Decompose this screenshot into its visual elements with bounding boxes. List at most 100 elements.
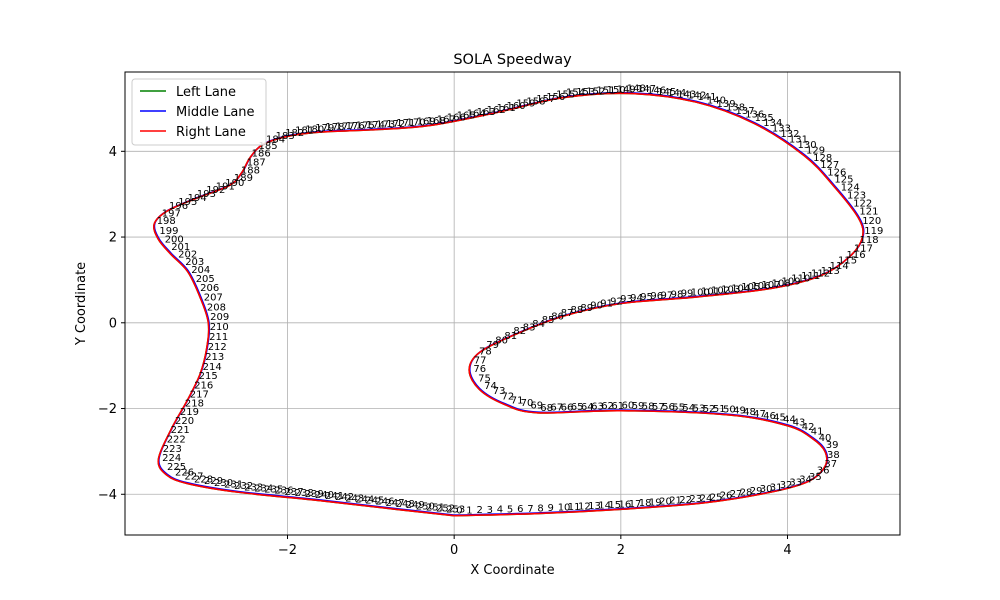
waypoint-label: 209 <box>210 312 229 323</box>
waypoint-label: 48 <box>743 407 756 418</box>
waypoint-label: 20 <box>659 497 672 508</box>
waypoint-label: 171 <box>396 118 415 129</box>
y-tick-label: −4 <box>98 488 117 503</box>
waypoint-label: 8 <box>537 504 543 515</box>
waypoint-label: 67 <box>550 403 563 414</box>
waypoint-label: 145 <box>657 87 676 98</box>
waypoint-label: 177 <box>336 122 355 133</box>
waypoint-labels: 0 1 2 3 4 5 6 7 8 9 101112131415161718192021222324… <box>157 84 884 517</box>
waypoint-label: 246 <box>375 497 394 508</box>
waypoint-label: 212 <box>208 342 227 353</box>
waypoint-label: 221 <box>171 425 190 436</box>
waypoint-label: 138 <box>726 102 745 113</box>
lane-lines <box>153 91 865 517</box>
waypoint-label: 144 <box>667 88 686 99</box>
waypoint-label: 173 <box>376 120 395 131</box>
waypoint-label: 189 <box>234 173 253 184</box>
waypoint-label: 251 <box>426 502 445 513</box>
waypoint-label: 193 <box>197 189 216 200</box>
waypoint-label: 168 <box>427 116 446 127</box>
waypoint-label: 241 <box>325 491 344 502</box>
waypoint-label: 88 <box>571 305 584 316</box>
waypoint-label: 160 <box>507 101 526 112</box>
waypoint-label: 252 <box>436 504 455 515</box>
waypoint-label: 155 <box>556 90 575 101</box>
waypoint-label: 131 <box>789 135 808 146</box>
waypoint-label: 47 <box>753 409 766 420</box>
waypoint-label: 228 <box>194 474 213 485</box>
waypoint-label: 46 <box>763 411 776 422</box>
waypoint-label: 10 <box>558 503 571 514</box>
waypoint-label: 41 <box>811 427 824 438</box>
waypoint-label: 113 <box>821 266 840 277</box>
waypoint-label: 117 <box>854 243 873 254</box>
waypoint-label: 243 <box>345 493 364 504</box>
waypoint-label: 132 <box>780 129 799 140</box>
waypoint-label: 106 <box>751 281 770 292</box>
waypoint-label: 33 <box>789 477 802 488</box>
waypoint-label: 234 <box>254 484 273 495</box>
waypoint-label: 69 <box>530 401 543 412</box>
waypoint-label: 29 <box>750 486 763 497</box>
waypoint-label: 225 <box>167 462 186 473</box>
waypoint-label: 184 <box>266 134 285 145</box>
legend-box <box>131 78 267 146</box>
waypoint-label: 112 <box>811 269 830 280</box>
waypoint-label: 253 <box>446 505 465 516</box>
waypoint-label: 232 <box>234 481 253 492</box>
waypoint-label: 14 <box>598 501 611 512</box>
waypoint-label: 56 <box>662 402 675 413</box>
legend: Left Lane Middle Lane Right Lane <box>131 78 267 146</box>
waypoint-label: 34 <box>799 475 812 486</box>
waypoint-label: 208 <box>207 302 226 313</box>
waypoint-label: 214 <box>203 362 222 373</box>
waypoint-label: 200 <box>165 234 184 245</box>
waypoint-label: 159 <box>516 99 535 110</box>
waypoint-label: 3 <box>487 505 493 516</box>
waypoint-label: 76 <box>473 364 486 375</box>
waypoint-label: 107 <box>762 280 781 291</box>
waypoint-label: 108 <box>772 279 791 290</box>
waypoint-label: 126 <box>827 167 846 178</box>
waypoint-label: 162 <box>487 105 506 116</box>
waypoint-label: 150 <box>607 85 626 96</box>
waypoint-label: 218 <box>185 398 204 409</box>
waypoint-label: 164 <box>467 109 486 120</box>
waypoint-label: 198 <box>157 216 176 227</box>
waypoint-label: 52 <box>703 404 716 415</box>
waypoint-label: 142 <box>687 91 706 102</box>
waypoint-label: 156 <box>546 92 565 103</box>
waypoint-label: 6 <box>517 504 523 515</box>
waypoint-label: 172 <box>386 119 405 130</box>
waypoint-label: 215 <box>199 371 218 382</box>
waypoint-label: 97 <box>661 290 674 301</box>
waypoint-label: 1 <box>466 505 472 516</box>
waypoint-label: 199 <box>159 226 178 237</box>
waypoint-label: 140 <box>707 95 726 106</box>
waypoint-label: 194 <box>188 193 207 204</box>
waypoint-label: 26 <box>720 491 733 502</box>
waypoint-label: 216 <box>194 380 213 391</box>
waypoint-label: 11 <box>568 502 581 513</box>
waypoint-label: 49 <box>733 405 746 416</box>
waypoint-label: 57 <box>652 402 665 413</box>
waypoint-label: 60 <box>622 401 635 412</box>
waypoint-label: 206 <box>200 283 219 294</box>
waypoint-label: 191 <box>216 182 235 193</box>
waypoint-label: 53 <box>693 403 706 414</box>
waypoint-label: 13 <box>588 501 601 512</box>
waypoint-label: 16 <box>619 500 632 511</box>
waypoint-label: 238 <box>295 488 314 499</box>
waypoint-label: 64 <box>581 402 594 413</box>
waypoint-label: 125 <box>834 175 853 186</box>
waypoint-label: 175 <box>356 121 375 132</box>
waypoint-label: 204 <box>191 265 210 276</box>
waypoint-label: 249 <box>406 500 425 511</box>
waypoint-label: 68 <box>540 403 553 414</box>
waypoint-label: 77 <box>474 355 487 366</box>
waypoint-label: 66 <box>561 402 574 413</box>
waypoint-label: 123 <box>847 191 866 202</box>
waypoint-label: 141 <box>697 92 716 103</box>
waypoint-label: 185 <box>259 141 278 152</box>
